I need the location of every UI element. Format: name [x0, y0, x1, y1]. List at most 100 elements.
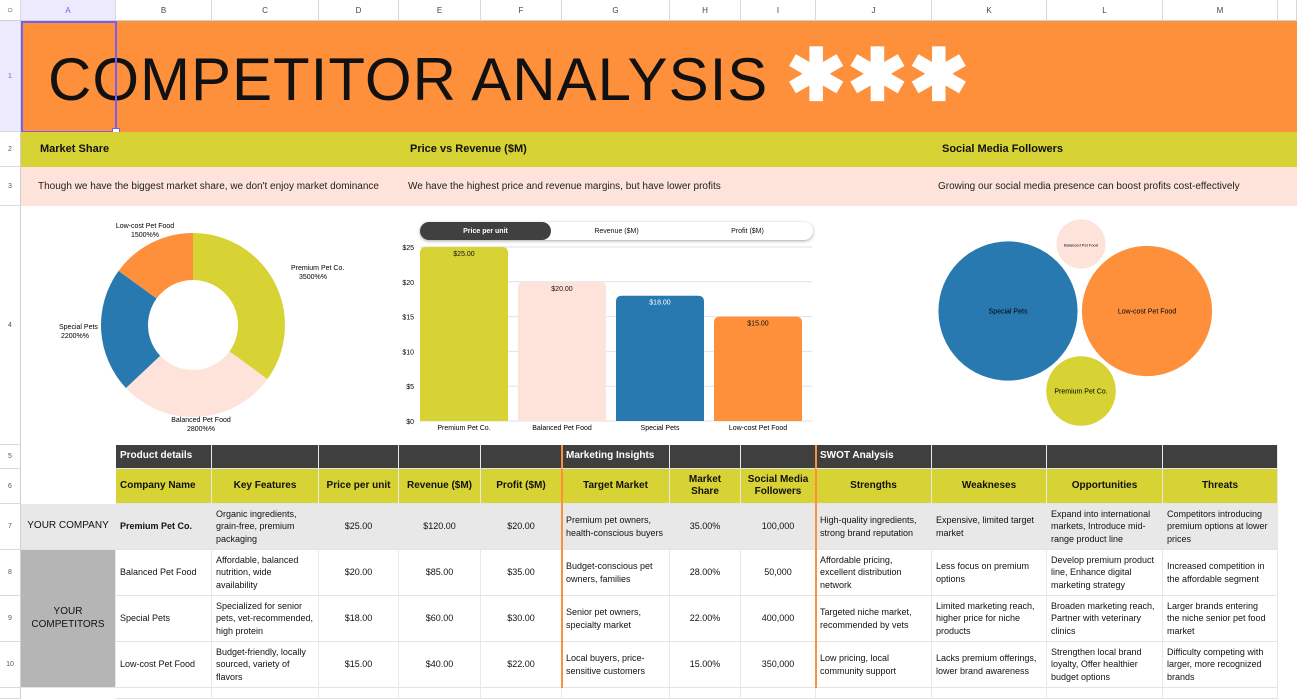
your-company-label: YOUR COMPANY	[21, 504, 116, 550]
bar-3	[714, 316, 802, 421]
column-header-L[interactable]: L	[1047, 0, 1163, 21]
table-cell: Budget-conscious pet owners, families	[562, 550, 670, 596]
column-header-J[interactable]: J	[816, 0, 932, 21]
column-header-G[interactable]: G	[562, 0, 670, 21]
empty-cell	[932, 688, 1047, 699]
table-cell: $18.00	[319, 596, 399, 642]
bubble-1	[1081, 245, 1213, 377]
section-divider	[561, 445, 563, 688]
row-header-1[interactable]: 1	[0, 21, 21, 132]
group-header-cell	[932, 445, 1047, 469]
column-header-C[interactable]: C	[212, 0, 319, 21]
table-cell: Lacks premium offerings, lower brand awa…	[932, 642, 1047, 688]
section-header-band	[21, 132, 1297, 167]
column-header-empty[interactable]	[1278, 0, 1297, 21]
bar-data-label: $25.00	[453, 251, 475, 258]
empty-cell	[1047, 688, 1163, 699]
column-header-cell: Profit ($M)	[481, 469, 562, 504]
social-note: Growing our social media presence can bo…	[938, 181, 1240, 192]
column-header-K[interactable]: K	[932, 0, 1047, 21]
price-revenue-note: We have the highest price and revenue ma…	[408, 181, 721, 192]
column-header-M[interactable]: M	[1163, 0, 1278, 21]
column-header-H[interactable]: H	[670, 0, 741, 21]
column-header-F[interactable]: F	[481, 0, 562, 21]
table-cell: Organic ingredients, grain-free, premium…	[212, 504, 319, 550]
group-header: SWOT Analysis	[816, 445, 932, 469]
row-header-6[interactable]: 6	[0, 469, 21, 504]
donut-slice-0	[193, 233, 285, 380]
x-tick-label: Low-cost Pet Food	[729, 425, 787, 432]
table-cell: Affordable pricing, excellent distributi…	[816, 550, 932, 596]
your-competitors-label: YOUR COMPETITORS	[21, 550, 116, 688]
table-cell: Competitors introducing premium options …	[1163, 504, 1278, 550]
bar-data-label: $18.00	[649, 300, 671, 307]
row-header-10[interactable]: 10	[0, 642, 21, 688]
price-revenue-heading: Price vs Revenue ($M)	[410, 143, 527, 155]
column-header-cell: Price per unit	[319, 469, 399, 504]
group-header-cell	[399, 445, 481, 469]
tab-revenue[interactable]: Revenue ($M)	[594, 227, 639, 235]
table-cell: Limited marketing reach, higher price fo…	[932, 596, 1047, 642]
donut-slice-1	[125, 351, 268, 417]
column-header-I[interactable]: I	[741, 0, 816, 21]
price-bar-chart: $0 $5 $10 $15 $20 $25 $25.00 Premium Pet Co. $20…	[402, 245, 812, 432]
table-cell: $40.00	[399, 642, 481, 688]
tab-profit[interactable]: Profit ($M)	[731, 227, 764, 235]
bar-1	[518, 281, 606, 421]
title-band	[21, 21, 1297, 132]
empty-cell	[319, 688, 399, 699]
row-header-8[interactable]: 8	[0, 550, 21, 596]
bar-data-label: $20.00	[551, 286, 573, 293]
row-header-7[interactable]: 7	[0, 504, 21, 550]
row-header-9[interactable]: 9	[0, 596, 21, 642]
bubble-0	[938, 241, 1078, 381]
select-all-corner[interactable]: ○	[0, 0, 21, 21]
donut-value-label: 2800%%	[187, 426, 215, 433]
group-header-cell	[741, 445, 816, 469]
table-cell: Strengthen local brand loyalty, Offer he…	[1047, 642, 1163, 688]
group-header-cell	[212, 445, 319, 469]
empty-cell	[816, 688, 932, 699]
tab-price-per-unit[interactable]: Price per unit	[420, 222, 551, 240]
table-cell: $20.00	[481, 504, 562, 550]
table-cell: Balanced Pet Food	[116, 550, 212, 596]
y-tick-label: $20	[402, 280, 414, 287]
row-header-11[interactable]	[0, 688, 21, 699]
empty-cell	[116, 688, 212, 699]
section-divider	[815, 445, 817, 688]
page-title: COMPETITOR ANALYSIS ✱✱✱	[48, 36, 970, 116]
row-header-3[interactable]: 3	[0, 167, 21, 206]
table-cell: 15.00%	[670, 642, 741, 688]
y-tick-label: $5	[406, 384, 414, 391]
selected-cell-A1[interactable]	[21, 21, 117, 133]
column-header-A[interactable]: A	[21, 0, 116, 21]
bubble-3	[1046, 356, 1116, 426]
table-cell: $60.00	[399, 596, 481, 642]
table-cell: Difficulty competing with larger, more r…	[1163, 642, 1278, 688]
table-cell: $15.00	[319, 642, 399, 688]
donut-category-label: Premium Pet Co.	[291, 265, 344, 272]
table-cell: Increased competition in the affordable …	[1163, 550, 1278, 596]
column-header-cell: Company Name	[116, 469, 212, 504]
column-header-cell: Social Media Followers	[741, 469, 816, 504]
column-header-cell: Revenue ($M)	[399, 469, 481, 504]
y-tick-label: $25	[402, 245, 414, 252]
group-header-cell	[816, 445, 932, 469]
column-header-cell: Threats	[1163, 469, 1278, 504]
market-share-heading: Market Share	[40, 143, 110, 155]
column-header-D[interactable]: D	[319, 0, 399, 21]
table-cell: Expensive, limited target market	[932, 504, 1047, 550]
row-header-4[interactable]: 4	[0, 206, 21, 445]
donut-value-label: 2200%%	[61, 333, 89, 340]
empty-cell	[562, 688, 670, 699]
row-header-2[interactable]: 2	[0, 132, 21, 167]
column-header-cell: Strengths	[816, 469, 932, 504]
social-bubble-chart: Special Pets Low-cost Pet Food Balanced Pe…	[938, 219, 1213, 426]
row-header-5[interactable]: 5	[0, 445, 21, 469]
table-cell: $85.00	[399, 550, 481, 596]
empty-cell	[741, 688, 816, 699]
column-header-B[interactable]: B	[116, 0, 212, 21]
market-share-note: Though we have the biggest market share,…	[38, 181, 379, 192]
column-header-E[interactable]: E	[399, 0, 481, 21]
table-cell: Affordable, balanced nutrition, wide ava…	[212, 550, 319, 596]
